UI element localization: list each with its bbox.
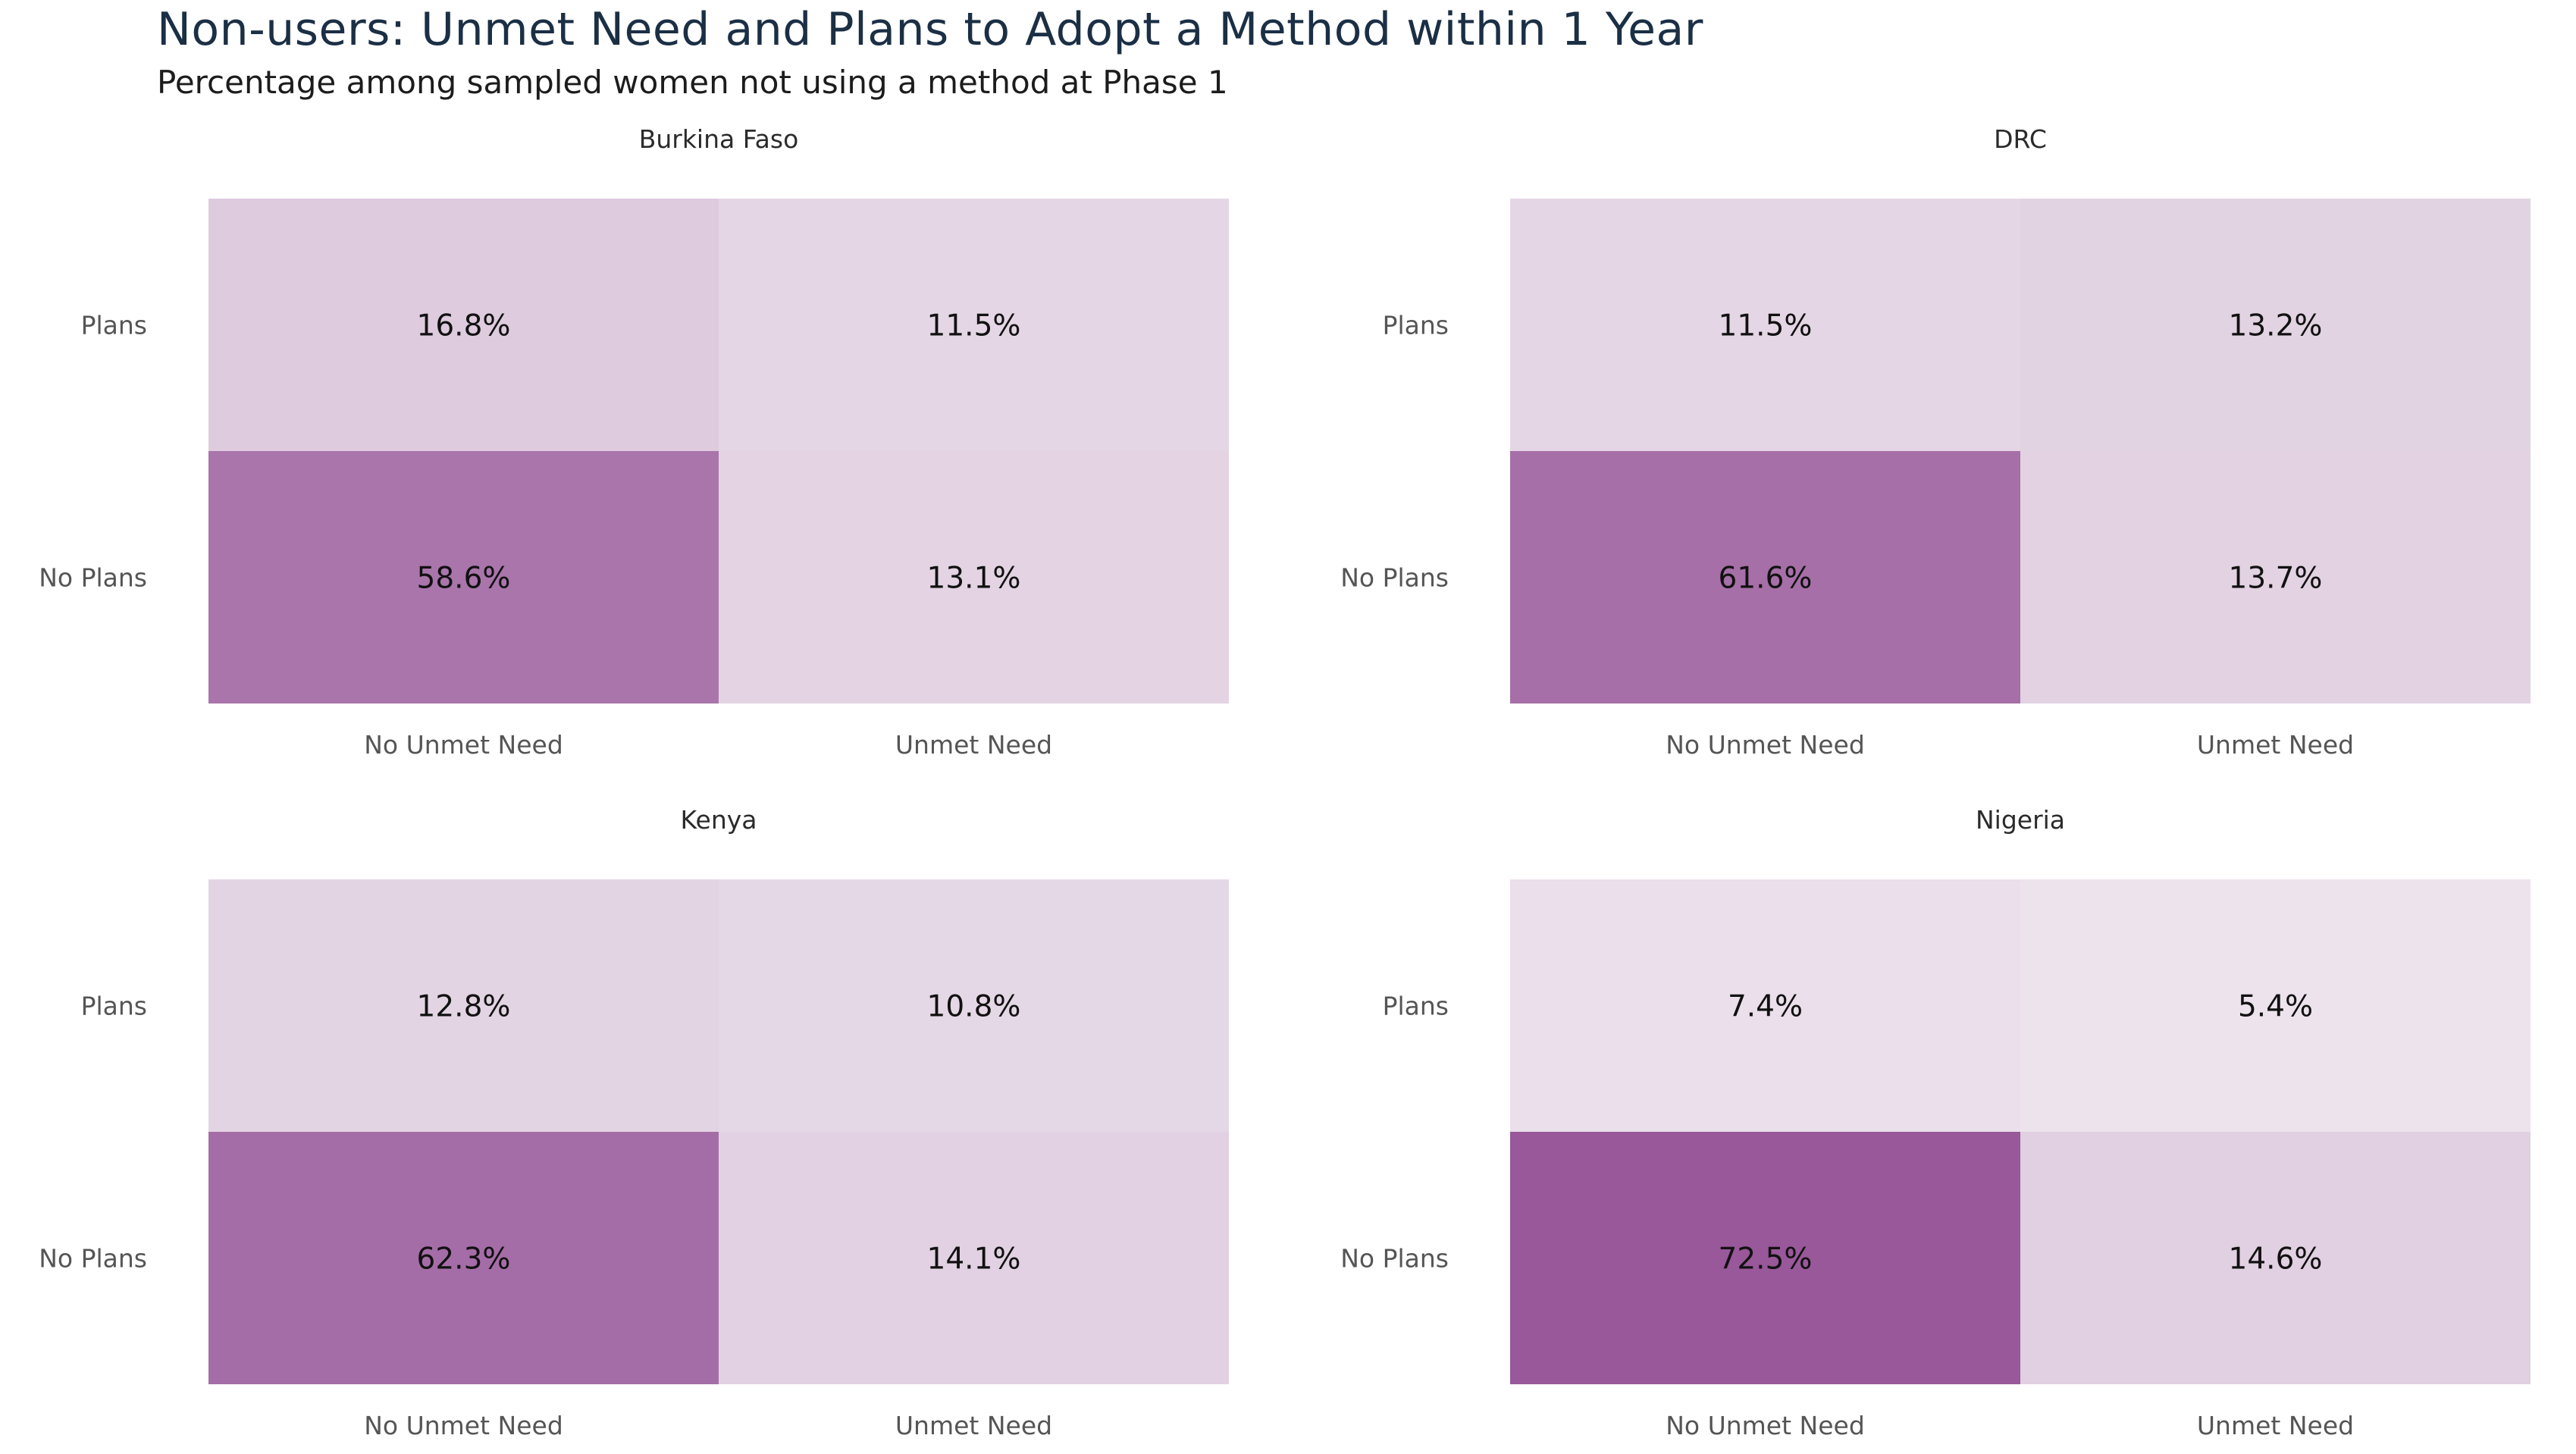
heatmap-cell <box>719 199 1229 451</box>
cell-value-label: 61.6% <box>1719 562 1813 596</box>
heatmap-cell <box>208 451 719 703</box>
panel-title: Burkina Faso <box>639 124 799 154</box>
row-label: No Plans <box>39 1244 147 1274</box>
heatmap-cell <box>208 879 719 1132</box>
column-label: Unmet Need <box>895 730 1052 760</box>
chart-subtitle: Percentage among sampled women not using… <box>157 64 1228 101</box>
cell-value-label: 16.8% <box>417 309 511 343</box>
column-label: No Unmet Need <box>1666 1411 1865 1440</box>
column-label: Unmet Need <box>895 1411 1052 1440</box>
row-label: Plans <box>81 311 147 340</box>
cell-value-label: 10.8% <box>927 990 1021 1024</box>
panel-nigeria: Nigeria Plans 7.4% 5.4% No Plans 72.5% 14.6% No… <box>1340 805 2531 1440</box>
heatmap-cell <box>1510 1132 2020 1384</box>
column-label: No Unmet Need <box>364 730 563 760</box>
cell-value-label: 13.7% <box>2229 562 2323 596</box>
heatmap-cell <box>208 1132 719 1384</box>
column-label: No Unmet Need <box>1666 730 1865 760</box>
cell-value-label: 11.5% <box>927 309 1021 343</box>
cell-value-label: 14.6% <box>2229 1242 2323 1277</box>
cell-value-label: 5.4% <box>2238 990 2313 1024</box>
heatmap-cell <box>1510 451 2020 703</box>
panel-title: Kenya <box>681 805 757 835</box>
cell-value-label: 58.6% <box>417 562 511 596</box>
heatmap-cell <box>1510 199 2020 451</box>
heatmap-cell <box>208 199 719 451</box>
cell-value-label: 62.3% <box>417 1242 511 1277</box>
cell-value-label: 7.4% <box>1728 990 1803 1024</box>
heatmap-cell <box>2020 451 2531 703</box>
heatmap-cell <box>719 1132 1229 1384</box>
heatmap-cell <box>719 879 1229 1132</box>
cell-value-label: 11.5% <box>1719 309 1813 343</box>
row-label: No Plans <box>1340 563 1449 593</box>
panel-kenya: Kenya Plans 12.8% 10.8% No Plans 62.3% 14.1% No… <box>39 805 1229 1440</box>
column-label: No Unmet Need <box>364 1411 563 1440</box>
row-label: No Plans <box>1340 1244 1449 1274</box>
heatmap-cell <box>2020 879 2531 1132</box>
heatmap-cell <box>719 451 1229 703</box>
heatmap-cell <box>2020 1132 2531 1384</box>
column-label: Unmet Need <box>2197 1411 2354 1440</box>
panel-burkina-faso: Burkina Faso Plans 16.8% 11.5% No Plans 58.6%… <box>39 124 1229 760</box>
heatmap-cell <box>2020 199 2531 451</box>
row-label: Plans <box>81 992 147 1021</box>
cell-value-label: 72.5% <box>1719 1242 1813 1277</box>
row-label: Plans <box>1383 311 1449 340</box>
panel-title: Nigeria <box>1976 805 2065 835</box>
panel-drc: DRC Plans 11.5% 13.2% No Plans 61.6% 13.7% No U… <box>1340 124 2531 760</box>
cell-value-label: 13.1% <box>927 562 1021 596</box>
column-label: Unmet Need <box>2197 730 2354 760</box>
row-label: No Plans <box>39 563 147 593</box>
panel-title: DRC <box>1994 124 2047 154</box>
heatmap-cell <box>1510 879 2020 1132</box>
chart-title: Non-users: Unmet Need and Plans to Adopt… <box>157 3 1703 56</box>
cell-value-label: 14.1% <box>927 1242 1021 1277</box>
cell-value-label: 12.8% <box>417 990 511 1024</box>
row-label: Plans <box>1383 992 1449 1021</box>
cell-value-label: 13.2% <box>2229 309 2323 343</box>
